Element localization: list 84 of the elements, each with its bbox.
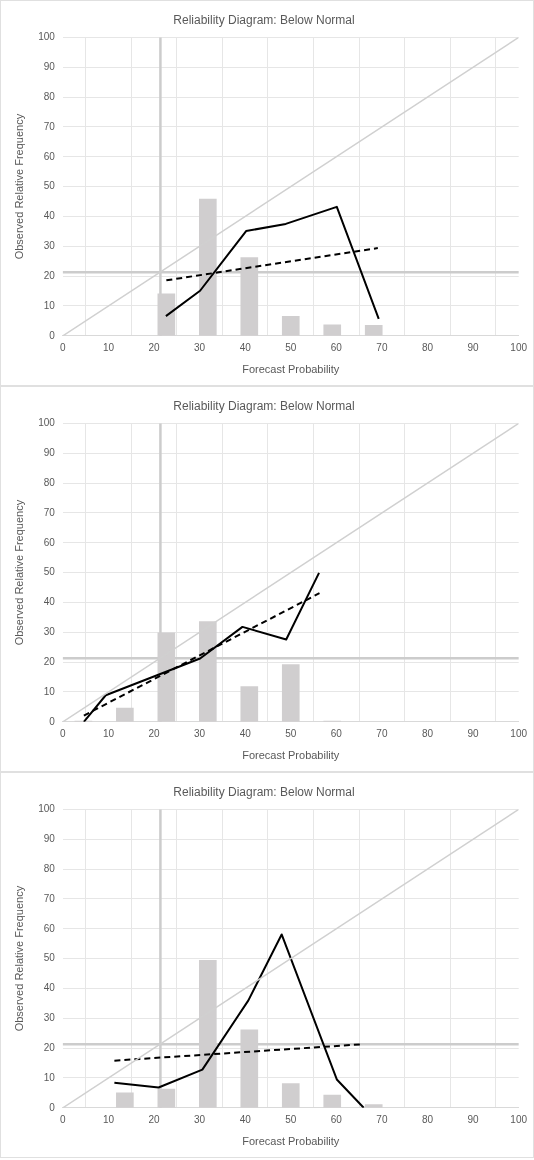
y-tick-label: 60 — [43, 150, 56, 162]
y-tick-label: 20 — [43, 269, 56, 281]
y-tick-label: 20 — [43, 1041, 56, 1053]
x-tick-label: 0 — [60, 1113, 67, 1125]
x-tick-label: 50 — [285, 727, 297, 739]
y-tick-label: 30 — [43, 240, 56, 252]
y-tick-label: 50 — [43, 180, 56, 192]
x-tick-label: 0 — [60, 727, 67, 739]
y-tick-label: 70 — [43, 892, 56, 904]
y-tick-label: 40 — [43, 210, 56, 222]
x-tick-label: 50 — [285, 1113, 297, 1125]
y-axis-title: Observed Relative Frequency — [12, 499, 25, 646]
x-tick-label: 90 — [467, 341, 480, 353]
x-tick-label: 20 — [148, 727, 161, 739]
bar — [323, 1094, 342, 1108]
y-tick-label: 10 — [43, 299, 56, 311]
bar — [281, 664, 300, 722]
y-tick-label: 10 — [43, 1071, 56, 1083]
chart-title: Reliability Diagram: Below Normal — [173, 12, 355, 27]
bar — [323, 324, 342, 336]
x-tick-label: 10 — [102, 341, 115, 353]
x-tick-label: 60 — [330, 727, 343, 739]
y-tick-label: 100 — [38, 803, 56, 815]
y-tick-label: 60 — [43, 536, 56, 548]
x-tick-label: 40 — [239, 1113, 252, 1125]
x-axis-title: Forecast Probability — [242, 749, 340, 762]
bar — [281, 316, 300, 336]
x-tick-label: 70 — [376, 1113, 388, 1125]
y-tick-label: 20 — [43, 655, 56, 667]
y-tick-label: 90 — [43, 446, 56, 458]
y-tick-label: 70 — [43, 120, 56, 132]
x-tick-label: 50 — [285, 341, 297, 353]
x-tick-label: 80 — [421, 341, 434, 353]
y-tick-label: 90 — [43, 60, 56, 72]
y-tick-label: 10 — [43, 685, 56, 697]
y-tick-label: 0 — [49, 1101, 56, 1113]
y-axis-title: Observed Relative Frequency — [12, 113, 25, 260]
x-tick-label: 30 — [194, 1113, 206, 1125]
x-tick-label: 20 — [148, 1113, 161, 1125]
y-tick-label: 60 — [43, 922, 56, 934]
x-axis-title: Forecast Probability — [242, 363, 340, 376]
x-tick-label: 20 — [148, 341, 161, 353]
x-tick-label: 90 — [467, 1113, 480, 1125]
x-tick-label: 30 — [194, 341, 206, 353]
x-tick-label: 70 — [376, 727, 388, 739]
y-tick-label: 100 — [38, 31, 56, 43]
x-tick-label: 60 — [330, 1113, 343, 1125]
x-tick-label: 10 — [102, 1113, 115, 1125]
y-tick-label: 90 — [43, 832, 56, 844]
y-tick-label: 40 — [43, 596, 56, 608]
y-tick-label: 50 — [43, 952, 56, 964]
y-tick-label: 30 — [43, 626, 56, 638]
y-tick-label: 80 — [43, 862, 56, 874]
y-tick-label: 40 — [43, 982, 56, 994]
bar — [116, 1092, 134, 1108]
x-tick-label: 70 — [376, 341, 388, 353]
y-tick-label: 30 — [43, 1012, 56, 1024]
x-tick-label: 40 — [239, 341, 252, 353]
y-tick-label: 80 — [43, 90, 56, 102]
chart-title: Reliability Diagram: Below Normal — [173, 398, 355, 413]
x-tick-label: 10 — [102, 727, 115, 739]
x-tick-label: 100 — [510, 341, 528, 353]
x-tick-label: 100 — [510, 727, 528, 739]
bar — [364, 325, 383, 336]
x-axis-title: Forecast Probability — [242, 1135, 340, 1148]
bar — [281, 1083, 300, 1108]
x-tick-label: 100 — [510, 1113, 528, 1125]
bar — [116, 707, 134, 722]
x-tick-label: 80 — [421, 1113, 434, 1125]
y-tick-label: 80 — [43, 476, 56, 488]
x-tick-label: 80 — [421, 727, 434, 739]
chart-title: Reliability Diagram: Below Normal — [173, 784, 355, 799]
bar — [240, 686, 259, 722]
y-axis-title: Observed Relative Frequency — [12, 885, 25, 1032]
y-tick-label: 0 — [49, 329, 56, 341]
x-tick-label: 90 — [467, 727, 480, 739]
x-tick-label: 0 — [60, 341, 67, 353]
x-tick-label: 40 — [239, 727, 252, 739]
x-tick-label: 60 — [330, 341, 343, 353]
y-tick-label: 50 — [43, 566, 56, 578]
y-tick-label: 0 — [49, 715, 56, 727]
y-tick-label: 100 — [38, 417, 56, 429]
x-tick-label: 30 — [194, 727, 206, 739]
y-tick-label: 70 — [43, 506, 56, 518]
